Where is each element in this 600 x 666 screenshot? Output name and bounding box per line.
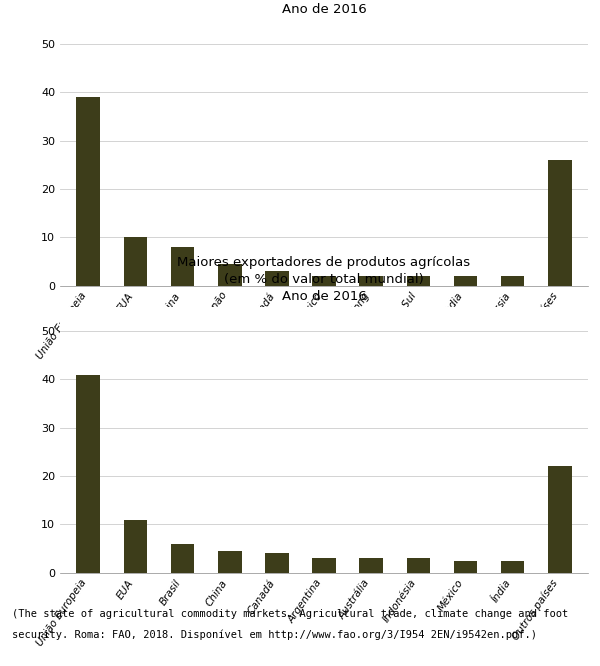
Bar: [124, 519, 147, 573]
Bar: [265, 271, 289, 286]
Bar: [312, 276, 336, 286]
Bar: [501, 561, 524, 573]
Bar: [76, 97, 100, 286]
Bar: [548, 466, 571, 573]
Bar: [501, 276, 524, 286]
Bar: [171, 543, 194, 573]
Text: (The state of agricultural commodity markets. Agricultural trade, climate change: (The state of agricultural commodity mar…: [12, 609, 568, 619]
Bar: [265, 553, 289, 573]
Bar: [407, 558, 430, 573]
Bar: [359, 276, 383, 286]
Bar: [76, 375, 100, 573]
Bar: [548, 160, 571, 286]
Bar: [312, 558, 336, 573]
Bar: [407, 276, 430, 286]
Bar: [218, 551, 241, 573]
Bar: [454, 276, 477, 286]
Bar: [359, 558, 383, 573]
Bar: [171, 247, 194, 286]
Bar: [218, 264, 241, 286]
Title: Maiores exportadores de produtos agrícolas
(em % do valor total mundial)
Ano de : Maiores exportadores de produtos agrícol…: [178, 256, 470, 303]
Text: security. Roma: FAO, 2018. Disponível em http://www.fao.org/3/I954 2EN/i9542en.p: security. Roma: FAO, 2018. Disponível em…: [12, 629, 537, 640]
Bar: [454, 561, 477, 573]
Title: Maiores importadores de produtos agrícolas
(em % do valor total mundial)
Ano de : Maiores importadores de produtos agrícol…: [177, 0, 471, 16]
Bar: [124, 237, 147, 286]
